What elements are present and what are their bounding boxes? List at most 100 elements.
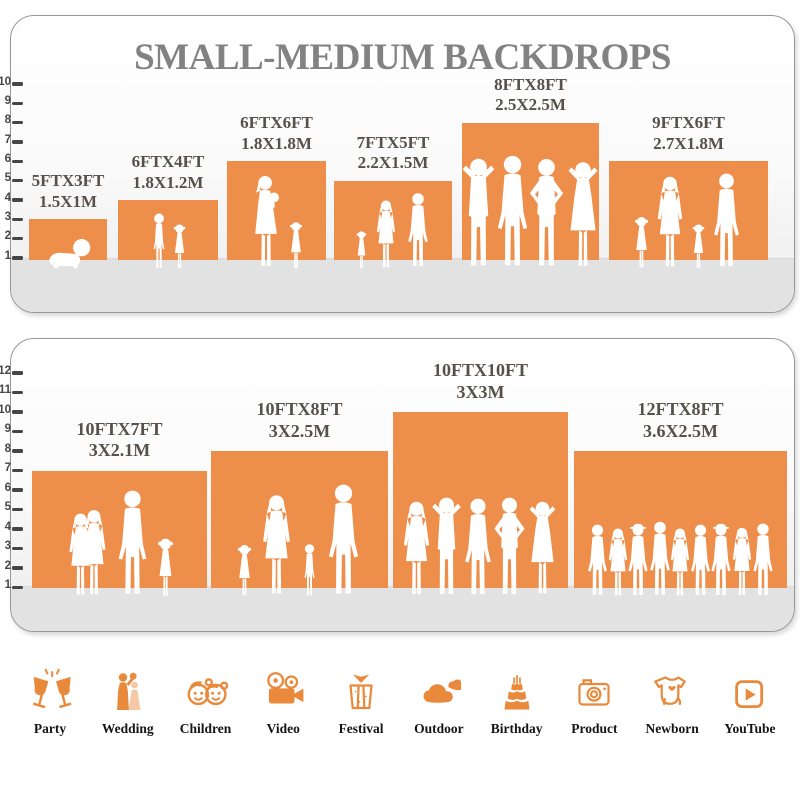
icon-box [731,662,769,714]
category-item-video: Video [245,662,321,737]
person-silhouette-boy [303,544,315,596]
axis-tick [12,488,23,492]
size-meters-label: 1.5X1M [38,192,98,212]
size-feet-label: 9FTX6FT [652,113,725,133]
icon-box [182,662,230,714]
video-icon [267,672,304,704]
category-label: Birthday [490,721,543,736]
axis-tick-label: 8 [4,442,11,455]
axis-tick [12,390,23,395]
size-feet-label: 10FTX7FT [76,418,163,439]
person-silhouette-man-hips [529,159,564,266]
icon-box [650,662,694,714]
axis-tick-label: 10 [0,75,11,88]
axis-tick-label: 9 [4,94,11,107]
axis-tick-label: 6 [4,481,11,494]
product-icon [578,679,610,706]
person-silhouette-girl [634,217,649,268]
axis-tick [12,198,23,202]
size-meters-label: 3X2.1M [88,440,151,461]
axis-tick [12,546,23,551]
person-silhouette-woman [262,495,290,594]
category-item-newborn: Newborn [634,662,710,737]
person-silhouette-man-hat [711,523,731,595]
size-meters-label: 3X3M [456,381,505,402]
person-silhouette-man [465,498,491,594]
backdrop-size-label: 10FTX8FT 3X2.5M [180,399,420,443]
size-feet-label: 7FTX5FT [356,132,430,152]
axis-tick [12,566,23,570]
size-feet-label: 6FTX6FT [240,113,313,133]
axis-tick [12,120,23,125]
person-silhouette-man [691,524,710,595]
person-silhouette-man [588,524,607,595]
axis-tick [12,236,23,241]
backdrop-bar [32,470,207,588]
backdrop-size-label: 10FTX7FT 3X2.1M [0,419,240,463]
axis-tick-label: 5 [4,501,11,513]
person-silhouette-man-hips [494,497,525,594]
axis-tick [12,256,23,260]
axis-tick-label: 7 [4,133,11,146]
axis-tick-label: 8 [4,114,11,127]
silhouette-group [609,161,768,270]
silhouette-group [29,219,107,270]
axis-tick-label: 9 [4,423,11,435]
person-silhouette-woman-pose [529,501,556,594]
size-meters-label: 2.5X2.5M [495,95,566,115]
person-silhouette-girl [173,224,185,269]
silhouette-group [574,451,787,598]
size-feet-label: 5FTX3FT [31,171,105,191]
axis-tick [12,101,23,106]
person-silhouette-woman [82,510,105,595]
person-silhouette-girl [692,224,705,269]
children-icon [187,678,228,706]
backdrop-bar [609,161,768,260]
silhouette-group [32,471,207,599]
birthday-icon [504,675,530,710]
backdrop-size-label: 12FTX8FT 3.6X2.5M [561,399,800,443]
backdrop-size-label: 6FTX4FT 1.8X1.2M [48,152,288,193]
silhouette-group [118,200,218,270]
floor-strip [11,258,794,312]
category-label: Festival [338,721,384,736]
person-silhouette-baby [49,239,91,269]
outdoor-icon [423,679,461,703]
axis-tick-label: 1 [4,579,11,591]
size-feet-label: 6FTX4FT [131,152,205,171]
person-silhouette-woman [670,528,690,596]
axis-tick-label: 10 [0,403,11,416]
size-feet-label: 10FTX10FT [432,360,528,380]
person-silhouette-man-pose [432,497,461,594]
person-silhouette-woman [657,176,683,267]
person-silhouette-woman [403,501,430,595]
size-feet-label: 10FTX8FT [256,399,343,419]
silhouette-group [393,412,568,598]
axis-tick-label: 7 [4,462,11,474]
axis-tick-label: 12 [0,364,11,377]
category-label: Outdoor [414,721,464,736]
axis-tick-label: 5 [4,172,11,185]
person-silhouette-man [753,523,773,595]
category-row: Party Wedding Children Video Festival Outdoor… [12,662,788,737]
person-silhouette-girl [157,538,173,596]
silhouette-group [334,181,452,270]
axis-tick [12,585,23,590]
icon-box [495,662,539,714]
size-meters-label: 3X2.5M [268,420,331,441]
axis-tick-label: 4 [4,520,11,533]
person-silhouette-man [497,155,528,266]
party-icon [32,668,72,708]
category-label: Video [266,721,300,736]
axis-tick-label: 1 [4,249,11,262]
backdrop-size-label: 5FTX3FT 1.5X1M [0,171,188,212]
person-silhouette-girl [237,545,251,596]
icon-box [26,662,74,714]
person-silhouette-boy [153,213,164,268]
category-item-product: Product [556,662,632,737]
silhouette-group [227,161,326,270]
axis-tick [12,410,23,414]
backdrop-bar [29,219,107,260]
axis-tick-label: 4 [4,191,11,204]
